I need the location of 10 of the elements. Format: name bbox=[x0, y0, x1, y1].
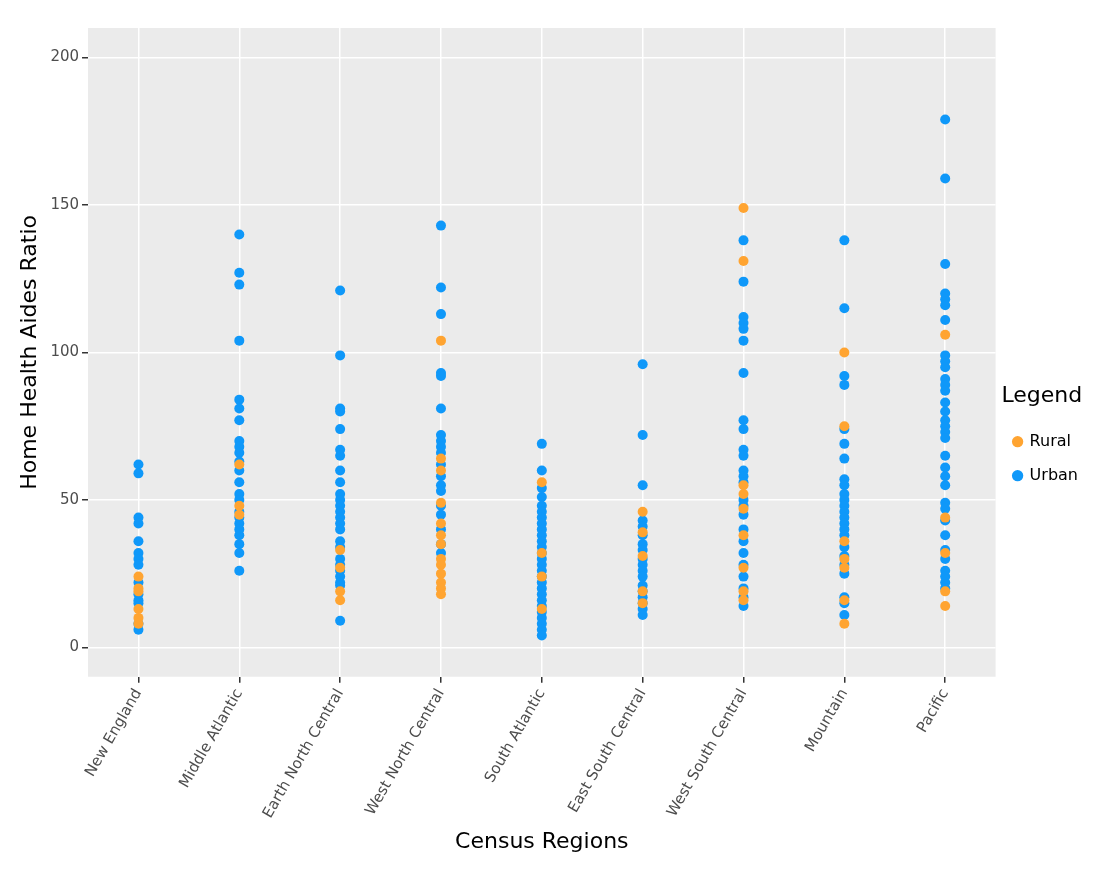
y-tick-label: 0 bbox=[69, 637, 80, 656]
y-tick-label: 200 bbox=[50, 47, 80, 66]
legend-label: Urban bbox=[1029, 464, 1078, 484]
y-tick-label: 50 bbox=[59, 489, 80, 508]
y-axis-title: Home Health Aides Ratio bbox=[15, 215, 41, 490]
legend-label: Rural bbox=[1029, 430, 1071, 450]
legend-title: Legend bbox=[1001, 382, 1083, 408]
y-tick-label: 100 bbox=[50, 342, 80, 361]
y-tick-label: 150 bbox=[50, 194, 80, 213]
x-axis-title: Census Regions bbox=[455, 827, 629, 853]
